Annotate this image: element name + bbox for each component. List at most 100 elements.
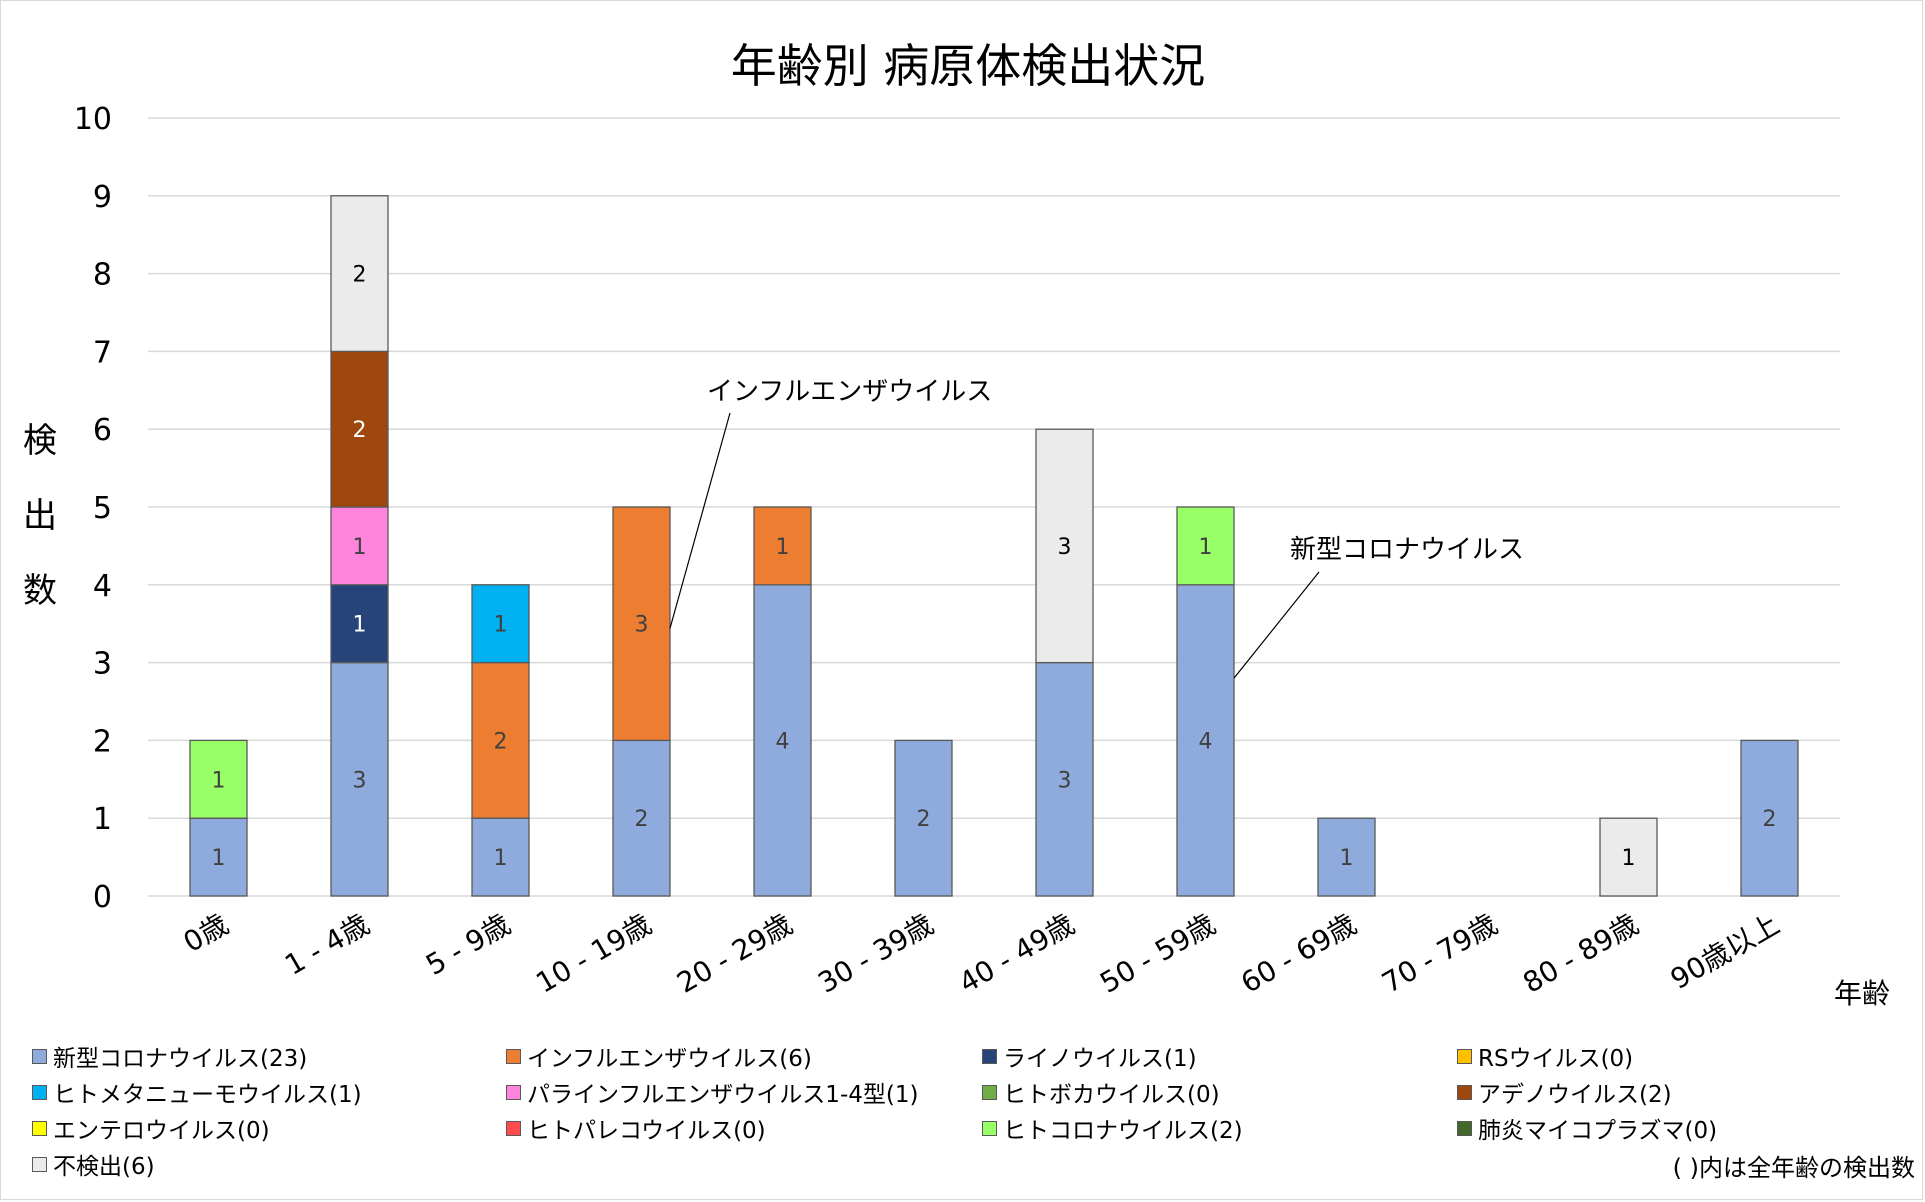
bar-segment [471,661,530,819]
y-tick-label: 3 [93,647,112,682]
bar-segment [189,817,248,897]
legend-item: パラインフルエンザウイルス1-4型(1) [506,1075,982,1109]
data-label: 1 [494,846,508,871]
bars: 1 1 3 1 1 2 2 1 2 1 2 3 4 1 2 3 3 4 1 1 1 2 [189,195,1799,897]
legend-swatch [1457,1084,1472,1100]
bar-segment [1176,506,1235,586]
bar-segment [1599,817,1658,897]
x-tick-label: 70 - 79歳 [1376,907,1503,999]
bar-segment [471,817,530,897]
data-label: 1 [353,535,367,560]
legend-label: アデノウイルス(2) [1478,1082,1672,1108]
legend-label: 不検出(6) [53,1154,155,1180]
legend-label: 新型コロナウイルス(23) [53,1046,308,1072]
data-label: 3 [353,768,367,793]
legend-label: RSウイルス(0) [1478,1046,1634,1072]
legend-swatch [32,1156,47,1172]
x-tick-label: 20 - 29歳 [671,907,798,999]
legend-item: ヒトパレコウイルス(0) [506,1111,982,1145]
data-label: 1 [1340,846,1354,871]
x-tick-label: 80 - 89歳 [1517,907,1644,999]
data-label: 1 [494,613,508,638]
bar-segment [1035,428,1094,664]
bar-segment [330,584,389,664]
legend-row: エンテロウイルス(0) ヒトパレコウイルス(0) ヒトコロナウイルス(2) 肺炎マイコ… [32,1110,1912,1146]
legend: 新型コロナウイルス(23) インフルエンザウイルス(6) ライノウイルス(1) RSウ… [32,1038,1912,1182]
legend-swatch [506,1120,521,1136]
legend-item: 肺炎マイコプラズマ(0) [1457,1111,1717,1145]
legend-item: 新型コロナウイルス(23) [32,1039,506,1073]
x-tick-label: 5 - 9歳 [420,907,516,981]
bar-segment [1740,739,1799,897]
data-label: 4 [1199,729,1213,754]
x-tick-label: 30 - 39歳 [812,907,939,999]
legend-swatch [32,1048,47,1064]
y-tick-label: 7 [93,335,112,370]
chart-title: 年齢別 病原体検出状況 [731,39,1206,93]
x-tick-label: 0歳 [178,907,234,958]
legend-label: エンテロウイルス(0) [53,1118,270,1144]
y-tick-label: 4 [93,569,112,604]
bar-segment [330,661,389,897]
gridlines [148,117,1840,897]
data-label: 1 [212,768,226,793]
callout-leader-line [669,412,731,629]
legend-swatch [32,1120,47,1136]
legend-item: インフルエンザウイルス(6) [506,1039,982,1073]
legend-item: ヒトボカウイルス(0) [982,1075,1457,1109]
bar-segment [1176,584,1235,897]
legend-swatch [982,1048,997,1064]
y-axis-label-char: 数 [23,571,57,611]
legend-item: RSウイルス(0) [1457,1039,1633,1073]
legend-label: 肺炎マイコプラズマ(0) [1478,1118,1718,1144]
y-tick-label: 6 [93,413,112,448]
data-label: 2 [917,807,931,832]
legend-label: ヒトボカウイルス(0) [1003,1082,1220,1108]
data-label: 3 [635,613,649,638]
data-label: 1 [212,846,226,871]
legend-item: ライノウイルス(1) [982,1039,1457,1073]
x-axis-label: 年齢 [1834,977,1890,1010]
legend-item: エンテロウイルス(0) [32,1111,506,1145]
x-tick-label: 10 - 19歳 [530,907,657,999]
x-tick-label: 50 - 59歳 [1094,907,1221,999]
bar-segment [612,739,671,897]
legend-swatch [982,1120,997,1136]
callout-leader-line [1233,571,1320,679]
callout-label: 新型コロナウイルス [1290,535,1524,565]
legend-swatch [982,1084,997,1100]
data-label: 3 [1058,535,1072,560]
bar-segment [1317,817,1376,897]
legend-item: ヒトメタニューモウイルス(1) [32,1075,506,1109]
legend-label: ヒトメタニューモウイルス(1) [53,1082,362,1108]
bar-segment [330,195,389,353]
bar-segment [189,739,248,819]
x-tick-label: 60 - 69歳 [1235,907,1362,999]
legend-label: ヒトパレコウイルス(0) [527,1118,766,1144]
y-axis-ticks: 0 1 2 3 4 5 6 7 8 9 10 [74,102,112,915]
bar-segment [471,584,530,664]
legend-swatch [506,1048,521,1064]
bar-segment [753,506,812,586]
legend-swatch [32,1084,47,1100]
legend-label: ライノウイルス(1) [1003,1046,1197,1072]
y-tick-label: 10 [74,102,112,137]
legend-swatch [1457,1048,1472,1064]
x-tick-label: 40 - 49歳 [953,907,1080,999]
legend-item: アデノウイルス(2) [1457,1075,1672,1109]
legend-label: パラインフルエンザウイルス1-4型(1) [527,1082,919,1108]
bar-segment [612,506,671,742]
y-axis-label-char: 検 [23,421,57,461]
data-label: 1 [1199,535,1213,560]
data-label: 1 [776,535,790,560]
legend-label: ヒトコロナウイルス(2) [1003,1118,1243,1144]
y-tick-label: 8 [93,258,112,293]
x-axis-ticks: 0歳 1 - 4歳 5 - 9歳 10 - 19歳 20 - 29歳 30 - 39歳 40… [178,907,1785,999]
y-axis-label-char: 出 [23,496,57,536]
callout-label: インフルエンザウイルス [707,377,992,407]
data-label: 1 [353,613,367,638]
data-label: 2 [353,418,367,443]
data-label: 2 [1763,807,1777,832]
